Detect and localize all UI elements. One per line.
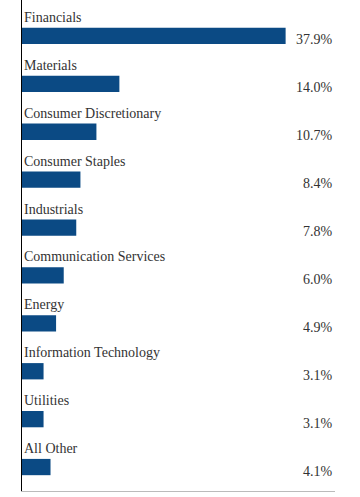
svg-text:6.0%: 6.0% [303,272,333,287]
svg-text:Financials: Financials [24,10,82,25]
svg-text:8.4%: 8.4% [303,176,333,191]
svg-text:14.0%: 14.0% [296,80,333,95]
svg-text:3.1%: 3.1% [303,368,333,383]
svg-text:Consumer Staples: Consumer Staples [24,154,126,169]
svg-text:Utilities: Utilities [24,393,69,408]
svg-text:4.9%: 4.9% [303,320,333,335]
svg-text:4.1%: 4.1% [303,464,333,479]
svg-text:Consumer Discretionary: Consumer Discretionary [24,106,161,121]
svg-text:Communication Services: Communication Services [24,249,165,264]
svg-text:Industrials: Industrials [24,202,83,217]
svg-text:All Other: All Other [24,441,78,456]
svg-text:Materials: Materials [24,58,77,73]
svg-text:10.7%: 10.7% [296,128,333,143]
svg-text:Information Technology: Information Technology [24,345,160,360]
svg-text:37.9%: 37.9% [296,32,333,47]
svg-text:Energy: Energy [24,297,64,312]
svg-text:3.1%: 3.1% [303,416,333,431]
svg-text:7.8%: 7.8% [303,224,333,239]
